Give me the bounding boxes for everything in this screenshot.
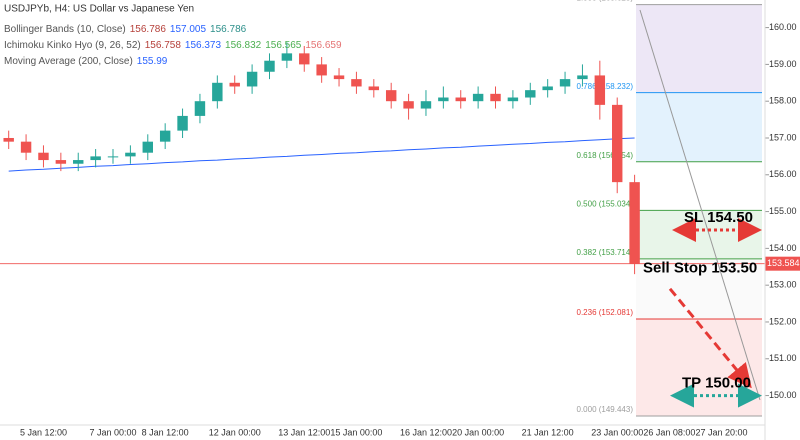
y-tick-label: 160.00 <box>769 22 797 32</box>
x-tick-label: 20 Jan 00:00 <box>452 427 504 437</box>
candle-body <box>125 152 136 157</box>
legend-value: 156.832 <box>225 40 262 51</box>
candle-body <box>577 75 588 80</box>
x-tick-label: 12 Jan 00:00 <box>209 427 261 437</box>
candle-body <box>264 60 275 72</box>
candle-body <box>490 93 501 102</box>
legend-name: Moving Average (200, Close) <box>4 56 133 67</box>
fib-label: 0.236 (152.081) <box>577 308 634 317</box>
candle-body <box>403 101 414 109</box>
fib-zone <box>636 318 762 417</box>
candle-body <box>629 182 640 264</box>
candle-body <box>212 82 223 102</box>
candle-body <box>20 141 32 153</box>
candle-body <box>420 101 432 109</box>
legend-value: 156.786 <box>130 24 167 35</box>
candle-body <box>142 141 153 153</box>
x-tick-label: 16 Jan 12:00 <box>400 427 452 437</box>
candle-body <box>438 97 449 102</box>
candle-body <box>90 156 101 161</box>
y-tick-label: 156.00 <box>769 169 797 179</box>
candle-body <box>316 64 327 76</box>
candle-body <box>281 53 293 61</box>
x-tick-label: 23 Jan 00:00 <box>591 427 643 437</box>
legend-entry: Ichimoku Kinko Hyo (9, 26, 52) 156.758 156… <box>4 40 342 51</box>
x-tick-label: 15 Jan 00:00 <box>330 427 382 437</box>
candle-body <box>3 137 14 142</box>
legend-name: Bollinger Bands (10, Close) <box>4 24 126 35</box>
candle-body <box>229 82 240 87</box>
candle-body <box>55 160 67 164</box>
candle-body <box>299 53 310 65</box>
fib-trend <box>639 9 761 401</box>
fib-label: 0.382 (153.714) <box>577 248 634 257</box>
last-price-box <box>765 256 800 271</box>
legend-name: Ichimoku Kinko Hyo (9, 26, 52) <box>4 40 141 51</box>
candle-body <box>472 93 484 102</box>
y-tick-label: 158.00 <box>769 96 797 106</box>
legend-value: 156.786 <box>210 24 247 35</box>
candle-body <box>194 101 206 116</box>
fib-label: 0.500 (155.034) <box>577 199 634 208</box>
fib-zone <box>636 258 762 319</box>
y-tick-label: 152.00 <box>769 316 797 326</box>
x-tick-label: 27 Jan 20:00 <box>696 427 748 437</box>
legend-value: 157.005 <box>170 24 207 35</box>
legend-value: 156.758 <box>145 40 182 51</box>
legend-value: 156.373 <box>185 40 222 51</box>
candle-body <box>351 79 362 87</box>
candle-body <box>612 104 623 183</box>
legend-value: 156.565 <box>265 40 302 51</box>
y-tick-label: 151.00 <box>769 353 797 363</box>
candle-body <box>159 130 171 142</box>
candle-body <box>542 86 553 91</box>
candle-body <box>594 75 606 105</box>
candle-body <box>177 115 188 131</box>
candle-body <box>368 86 380 91</box>
x-tick-label: 5 Jan 12:00 <box>20 427 67 437</box>
y-tick-label: 154.00 <box>769 243 797 253</box>
chart-title: USDJPYb, H4: US Dollar vs Japanese Yen <box>4 4 194 15</box>
entry-arrow <box>668 287 752 389</box>
candle-body <box>525 90 536 98</box>
y-tick-label: 157.00 <box>769 132 797 142</box>
x-tick-label: 26 Jan 08:00 <box>643 427 695 437</box>
legend: Bollinger Bands (10, Close) 156.786 157.00… <box>4 24 342 67</box>
candle-body <box>559 79 571 87</box>
y-tick-label: 153.00 <box>769 280 797 290</box>
candle-body <box>333 75 345 80</box>
y-tick-label: 155.00 <box>769 206 797 216</box>
fib-zone <box>636 4 762 93</box>
ma-line <box>8 137 635 172</box>
fib-label: 0.618 (156.354) <box>577 151 634 160</box>
annotation: TP 150.00 <box>682 375 751 392</box>
legend-value: 155.99 <box>137 56 168 67</box>
annotation: Sell Stop 153.50 <box>643 260 757 277</box>
legend-entry: Moving Average (200, Close) 155.99 <box>4 56 168 67</box>
candle-body <box>385 90 397 102</box>
x-tick-label: 7 Jan 00:00 <box>89 427 136 437</box>
candle-body <box>38 152 49 161</box>
candle-body <box>246 71 258 87</box>
last-price-label: 153.584 <box>767 258 800 268</box>
y-tick-label: 159.00 <box>769 59 797 69</box>
fib-zone <box>636 92 762 162</box>
candle-body <box>455 97 466 102</box>
x-tick-label: 8 Jan 12:00 <box>142 427 189 437</box>
fib-label: 1.000 (160.625) <box>577 0 634 3</box>
x-tick-label: 13 Jan 12:00 <box>278 427 330 437</box>
candle-body <box>107 156 119 158</box>
x-tick-label: 21 Jan 12:00 <box>522 427 574 437</box>
annotation: SL 154.50 <box>684 209 753 226</box>
plot: 150.00 151.00 152.00 153.00 154.00 155.00 156.… <box>0 22 800 437</box>
fib-label: 0.000 (149.443) <box>577 405 634 414</box>
y-tick-label: 150.00 <box>769 390 797 400</box>
candle-body <box>73 160 84 164</box>
legend-entry: Bollinger Bands (10, Close) 156.786 157.00… <box>4 24 247 35</box>
legend-value: 156.659 <box>305 40 342 51</box>
candle-body <box>507 97 519 102</box>
